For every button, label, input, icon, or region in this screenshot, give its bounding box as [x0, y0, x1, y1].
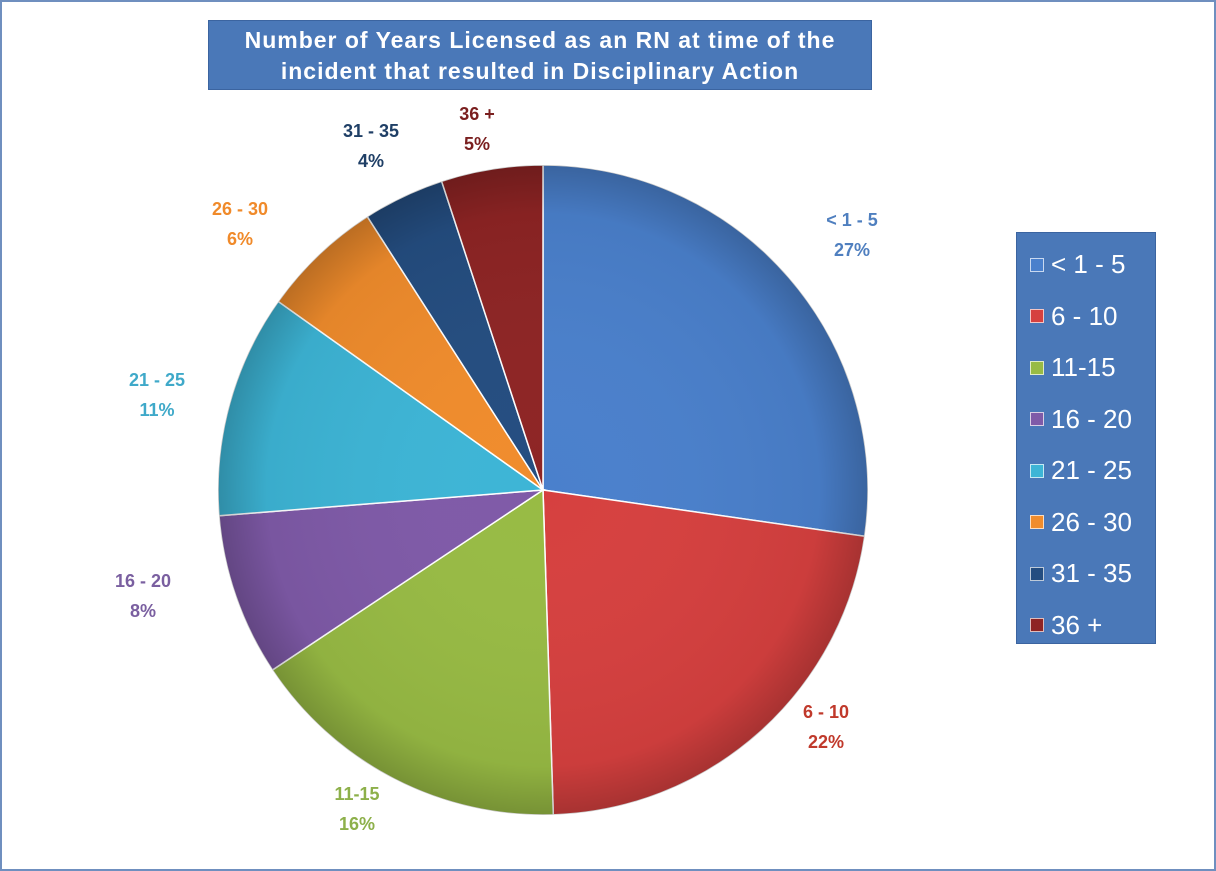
- legend-label: 31 - 35: [1051, 558, 1132, 589]
- legend-label: < 1 - 5: [1051, 249, 1126, 280]
- data-label-percent: 6%: [227, 229, 253, 249]
- data-label-percent: 22%: [808, 732, 844, 752]
- data-label-1-5: < 1 - 5 27%: [826, 210, 878, 260]
- data-label-percent: 8%: [130, 601, 156, 621]
- legend-label: 16 - 20: [1051, 403, 1132, 434]
- legend-label: 26 - 30: [1051, 506, 1132, 537]
- legend-item: 16 - 20: [1017, 394, 1155, 446]
- legend-label: 6 - 10: [1051, 300, 1118, 331]
- pie-slice-6-10: [542, 489, 866, 816]
- chart-title: Number of Years Licensed as an RN at tim…: [208, 20, 872, 90]
- legend-label: 21 - 25: [1051, 455, 1132, 486]
- chart-title-line-1: Number of Years Licensed as an RN at tim…: [244, 27, 836, 53]
- data-label-26-30: 26 - 30 6%: [212, 199, 268, 249]
- legend-swatch: [1030, 360, 1044, 375]
- legend-swatch: [1030, 463, 1044, 478]
- legend-swatch: [1030, 515, 1044, 530]
- data-label-percent: 16%: [339, 814, 375, 834]
- legend-swatch: [1030, 257, 1044, 272]
- data-label-category: 31 - 35: [343, 121, 399, 141]
- legend-item: < 1 - 5: [1017, 239, 1155, 291]
- data-label-16-20: 16 - 20 8%: [115, 571, 171, 621]
- legend-item: 11-15: [1017, 342, 1155, 394]
- data-label-percent: 5%: [464, 134, 490, 154]
- data-label-category: < 1 - 5: [826, 210, 878, 230]
- data-label-category: 36 +: [459, 104, 495, 124]
- data-label-11-15: 11-15 16%: [334, 784, 379, 834]
- data-label-category: 6 - 10: [803, 702, 849, 722]
- legend-label: 36 +: [1051, 609, 1103, 640]
- legend-item: 36 +: [1017, 600, 1155, 652]
- pie-data-labels: < 1 - 5 27% 6 - 10 22% 11-15 16% 16 - 20 8% 21 -…: [115, 104, 878, 834]
- data-label-percent: 11%: [139, 400, 174, 420]
- data-label-21-25: 21 - 25 11%: [129, 370, 185, 420]
- legend-item: 31 - 35: [1017, 548, 1155, 600]
- data-label-category: 16 - 20: [115, 571, 171, 591]
- data-label-percent: 4%: [358, 151, 384, 171]
- data-label-percent: 27%: [834, 240, 870, 260]
- data-label-category: 26 - 30: [212, 199, 268, 219]
- legend-item: 6 - 10: [1017, 291, 1155, 343]
- data-label-category: 21 - 25: [129, 370, 185, 390]
- legend-item: 21 - 25: [1017, 445, 1155, 497]
- data-label-6-10: 6 - 10 22%: [803, 702, 849, 752]
- legend-swatch: [1030, 309, 1044, 324]
- data-label-category: 11-15: [334, 784, 379, 804]
- legend: < 1 - 5 6 - 10 11-15 16 - 20 21 - 25 26 - 30 3…: [1016, 232, 1156, 644]
- data-label-31-35: 31 - 35 4%: [343, 121, 399, 171]
- legend-label: 11-15: [1051, 352, 1116, 383]
- legend-item: 26 - 30: [1017, 497, 1155, 549]
- data-label-36: 36 + 5%: [459, 104, 495, 154]
- legend-swatch: [1030, 618, 1044, 633]
- chart-title-line-2: incident that resulted in Disciplinary A…: [280, 58, 800, 84]
- legend-swatch: [1030, 412, 1044, 427]
- pie-slices: [217, 164, 869, 816]
- pie-slice-1-5: [542, 164, 869, 538]
- legend-swatch: [1030, 566, 1044, 581]
